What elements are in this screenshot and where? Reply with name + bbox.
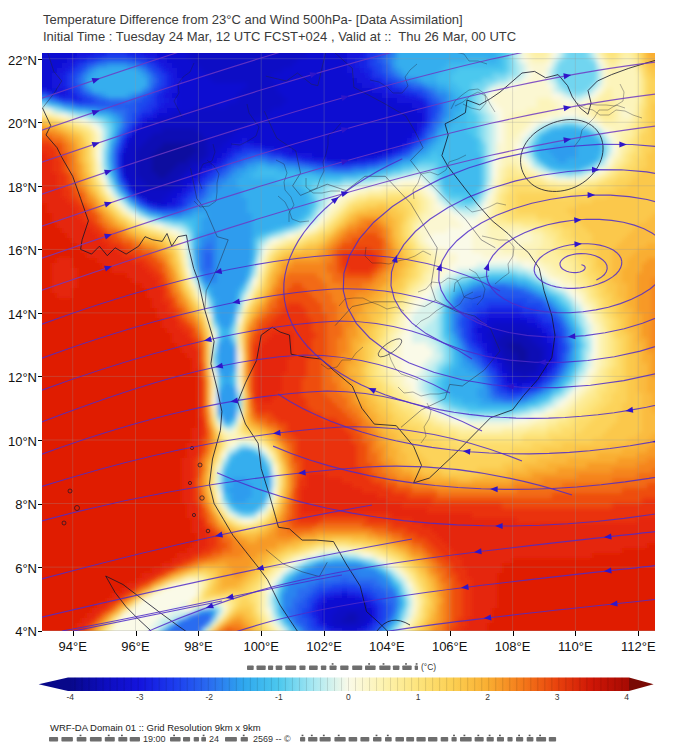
svg-text:1: 1 [416,692,421,702]
svg-text:-2: -2 [206,692,214,702]
svg-text:-1: -1 [275,692,283,702]
svg-text:2569 -- ©: 2569 -- © [253,734,291,744]
svg-text:(°C): (°C) [421,662,436,672]
svg-text:0: 0 [346,692,351,702]
svg-text:3: 3 [555,692,560,702]
svg-text:4: 4 [624,692,629,702]
svg-text:19:00: 19:00 [143,734,166,744]
svg-text:-3: -3 [136,692,144,702]
svg-text:-4: -4 [66,692,74,702]
svg-text:24: 24 [209,734,219,744]
svg-text:2: 2 [485,692,490,702]
